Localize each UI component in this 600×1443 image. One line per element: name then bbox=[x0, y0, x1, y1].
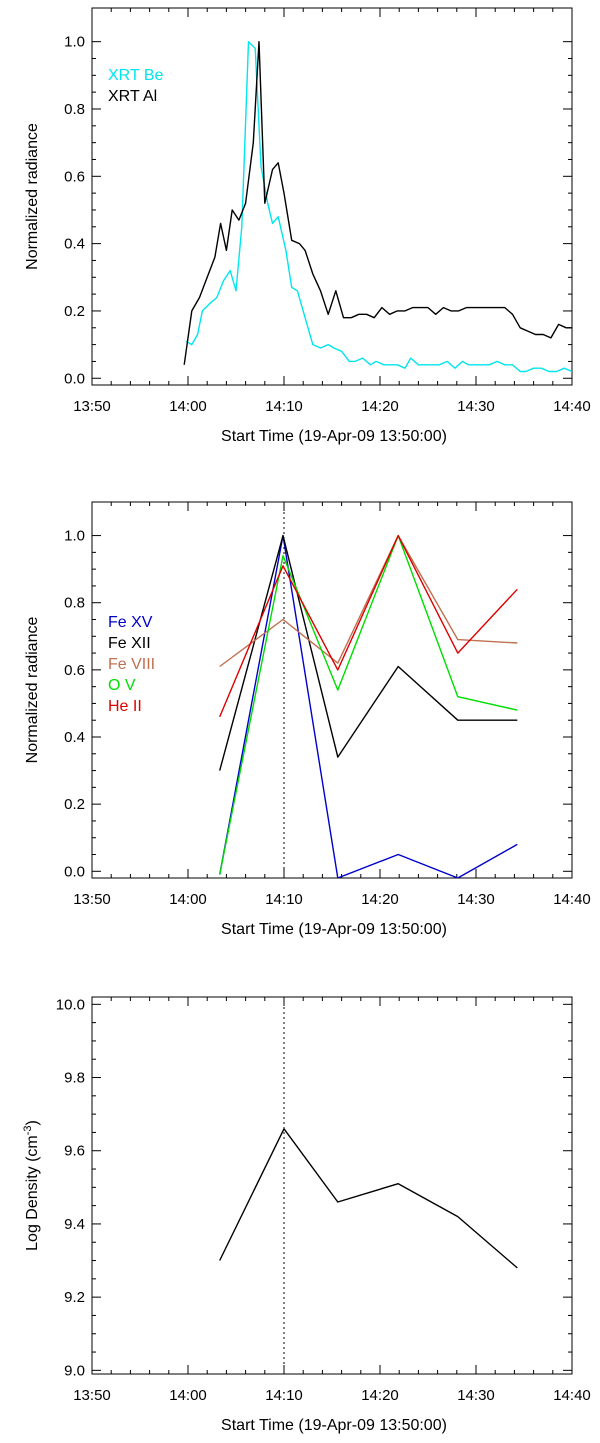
y-tick-label: 9.8 bbox=[64, 1070, 85, 1087]
series-line-xrt-al bbox=[183, 41, 572, 365]
series-line-xrt-be bbox=[185, 41, 572, 373]
y-tick-label: 9.4 bbox=[64, 1216, 85, 1233]
series-line-fe-viii bbox=[219, 534, 518, 668]
x-tick-label: 14:20 bbox=[361, 891, 399, 908]
x-tick-label: 13:50 bbox=[73, 891, 111, 908]
x-tick-label: 14:10 bbox=[265, 398, 303, 415]
y-tick-label: 9.0 bbox=[64, 1362, 85, 1379]
series-line-fe-xv bbox=[219, 534, 518, 878]
y-tick-label: 0.6 bbox=[64, 662, 85, 679]
y-tick-label: 0.6 bbox=[64, 168, 85, 185]
x-tick-label: 13:50 bbox=[73, 398, 111, 415]
y-axis-title: Normalized radiance bbox=[24, 617, 41, 764]
y-tick-label: 0.2 bbox=[64, 303, 85, 320]
x-tick-label: 14:40 bbox=[553, 1387, 591, 1404]
y-tick-label: 1.0 bbox=[64, 528, 85, 545]
y-axis-title: Log Density (cm-3) bbox=[22, 1120, 41, 1251]
y-tick-label: 10.0 bbox=[56, 996, 85, 1013]
x-axis-title: Start Time (19-Apr-09 13:50:00) bbox=[221, 921, 447, 938]
y-tick-label: 0.8 bbox=[64, 101, 85, 118]
series-line-he-ii bbox=[219, 534, 518, 718]
panel-3: 13:50 14:00 14:10 14:20 14:30 14:40 9.0 9.2 9.4 9… bbox=[22, 996, 591, 1434]
legend-entry-xrt-al: XRT Al bbox=[108, 88, 157, 105]
x-tick-label: 14:40 bbox=[553, 398, 591, 415]
series-line-fe-xii bbox=[219, 534, 518, 771]
y-tick-label: 1.0 bbox=[64, 34, 85, 51]
x-tick-label: 14:20 bbox=[361, 1387, 399, 1404]
x-tick-label: 14:30 bbox=[457, 1387, 495, 1404]
x-tick-label: 14:30 bbox=[457, 398, 495, 415]
y-tick-label: 0.0 bbox=[64, 370, 85, 387]
x-axis-title: Start Time (19-Apr-09 13:50:00) bbox=[221, 428, 447, 445]
series-line-density bbox=[219, 1128, 518, 1269]
x-tick-label: 13:50 bbox=[73, 1387, 111, 1404]
x-tick-label: 14:00 bbox=[169, 398, 207, 415]
plot-frame bbox=[91, 7, 573, 386]
x-tick-label: 14:30 bbox=[457, 891, 495, 908]
panel-2: 13:50 14:00 14:10 14:20 14:30 14:40 0.0 0.2 0.4 0… bbox=[24, 501, 591, 938]
legend-entry-o-v: O V bbox=[108, 677, 136, 694]
y-tick-label: 0.2 bbox=[64, 796, 85, 813]
x-tick-label: 14:20 bbox=[361, 398, 399, 415]
legend-entry-he-ii: He II bbox=[108, 698, 142, 715]
plot-frame bbox=[91, 501, 573, 879]
x-axis-title: Start Time (19-Apr-09 13:50:00) bbox=[221, 1417, 447, 1434]
x-tick-label: 14:00 bbox=[169, 1387, 207, 1404]
x-tick-label: 14:10 bbox=[265, 1387, 303, 1404]
y-tick-label: 0.0 bbox=[64, 863, 85, 880]
x-tick-label: 14:00 bbox=[169, 891, 207, 908]
y-tick-label: 9.2 bbox=[64, 1289, 85, 1306]
legend-entry-fe-viii: Fe VIII bbox=[108, 656, 155, 673]
y-tick-label: 0.4 bbox=[64, 729, 85, 746]
x-tick-label: 14:40 bbox=[553, 891, 591, 908]
legend-entry-xrt-be: XRT Be bbox=[108, 67, 164, 84]
plot-frame bbox=[91, 996, 573, 1375]
legend-entry-fe-xii: Fe XII bbox=[108, 635, 151, 652]
panel-1: 13:50 14:00 14:10 14:20 14:30 14:40 0.0 0.2 0.4 0… bbox=[24, 7, 591, 445]
y-tick-label: 0.8 bbox=[64, 595, 85, 612]
series-line-o-v bbox=[219, 534, 518, 875]
x-tick-label: 14:10 bbox=[265, 891, 303, 908]
y-axis-title: Normalized radiance bbox=[24, 123, 41, 270]
legend-entry-fe-xv: Fe XV bbox=[108, 614, 153, 631]
y-tick-label: 9.6 bbox=[64, 1143, 85, 1160]
y-tick-label: 0.4 bbox=[64, 236, 85, 253]
